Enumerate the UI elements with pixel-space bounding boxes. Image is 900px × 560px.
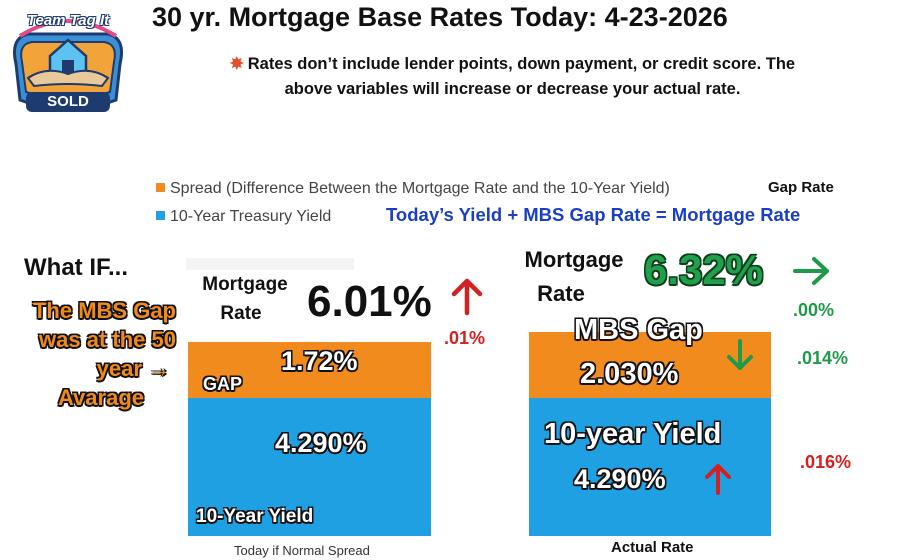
actual-mortgage-label: Mortgage Rate	[506, 246, 642, 308]
logo-bottom-text: SOLD	[47, 93, 89, 110]
what-if-note: The MBS Gap was at the 50 year → Avarage	[8, 296, 176, 412]
legend-item-spread: Spread (Difference Between the Mortgage …	[156, 180, 670, 198]
normal-mortgage-change: .01%	[444, 328, 486, 348]
collision-icon: ✸	[229, 55, 244, 73]
arrow-right-icon	[792, 256, 832, 291]
bar-actual-spread	[529, 332, 771, 398]
actual-gap-change: .014%	[797, 348, 849, 368]
normal-mortgage-label-bg	[186, 258, 354, 270]
actual-mortgage-change: .00%	[793, 300, 835, 320]
actual-mortgage-label-line: Rate	[537, 281, 585, 306]
normal-gap-tag: GAP	[203, 374, 243, 394]
x-tick-label: Actual Rate	[611, 539, 694, 556]
what-if-line: Avarage	[57, 385, 144, 410]
actual-gap-value: 2.030%	[580, 358, 679, 390]
normal-yield-tag: 10-Year Yield	[196, 506, 314, 527]
actual-mortgage-rate: 6.32%	[644, 246, 764, 293]
subtitle-line-2: above variables will increase or decreas…	[284, 80, 741, 98]
actual-yield-change: .016%	[800, 452, 852, 472]
legend-swatch-spread	[156, 183, 165, 192]
subtitle: ✸ Rates don’t include lender points, down…	[180, 52, 845, 102]
actual-gap-tag: MBS Gap	[574, 314, 703, 346]
x-tick-label: Today if Normal Spread	[234, 543, 370, 558]
rate-equation: Today’s Yield + MBS Gap Rate = Mortgage …	[386, 204, 801, 225]
what-if-heading: What IF...	[24, 254, 128, 281]
gap-rate-label: Gap Rate	[768, 179, 834, 196]
normal-mortgage-label-line: Rate	[220, 303, 262, 324]
actual-yield-tag: 10-year Yield	[544, 418, 722, 450]
page-title: 30 yr. Mortgage Base Rates Today: 4-23-2…	[152, 2, 728, 32]
bar-normal-spread	[188, 342, 431, 398]
what-if-line: The MBS Gap	[32, 298, 176, 323]
logo-badge-icon	[13, 19, 123, 112]
bar-normal-yield	[188, 397, 431, 536]
legend-item-treasury: 10-Year Treasury Yield	[156, 208, 331, 226]
logo: Team Tag It SOLD	[6, 4, 130, 122]
arrow-up-icon	[450, 278, 484, 321]
arrow-up-icon	[704, 462, 732, 501]
normal-yield-value: 4.290%	[275, 428, 367, 458]
arrow-down-icon	[726, 338, 754, 377]
subtitle-line-1: ✸ Rates don’t include lender points, down…	[229, 55, 796, 73]
legend-swatch-treasury	[156, 211, 165, 220]
bar-actual-yield	[529, 397, 771, 536]
normal-mortgage-rate: 6.01%	[307, 277, 432, 326]
actual-yield-value: 4.290%	[574, 464, 666, 494]
logo-top-text: Team Tag It	[26, 12, 110, 29]
what-if-line: year →	[96, 356, 170, 381]
normal-mortgage-label: Mortgage Rate	[190, 273, 300, 326]
actual-mortgage-label-line: Mortgage	[524, 247, 624, 272]
normal-mortgage-label-line: Mortgage	[202, 274, 288, 295]
what-if-line: was at the 50	[39, 327, 176, 352]
normal-gap-value: 1.72%	[281, 346, 358, 376]
